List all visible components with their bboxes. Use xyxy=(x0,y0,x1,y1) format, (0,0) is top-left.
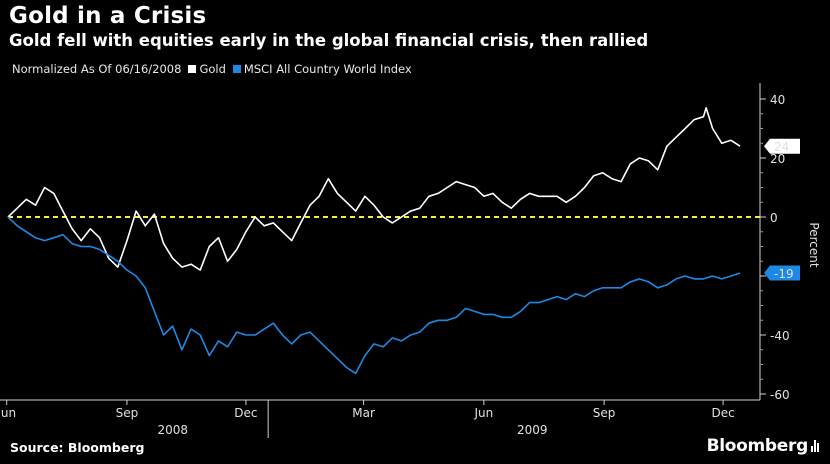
brand-logo: Bloomberg xyxy=(707,436,820,456)
chart-subtitle: Gold fell with equities early in the glo… xyxy=(9,31,649,50)
msci-series-line xyxy=(7,216,741,375)
legend-swatch-msci xyxy=(232,65,241,73)
year-label: 2008 xyxy=(157,423,188,437)
legend-label-msci: MSCI All Country World Index xyxy=(243,62,412,76)
gold-end-label: 24 xyxy=(774,140,789,154)
year-label: 2009 xyxy=(517,423,548,437)
chart-title: Gold in a Crisis xyxy=(9,3,207,29)
legend-normalization-note: Normalized As Of 06/16/2008 xyxy=(12,62,182,76)
legend: Normalized As Of 06/16/2008 Gold MSCI Al… xyxy=(12,60,412,78)
x-tick-label: Dec xyxy=(711,406,734,420)
gold-series-line xyxy=(7,107,741,271)
y-tick-label: -40 xyxy=(770,329,790,343)
x-tick-label: Mar xyxy=(352,406,375,420)
x-tick-label: Dec xyxy=(234,406,257,420)
msci-end-label: -19 xyxy=(774,267,794,281)
x-tick-label: Sep xyxy=(593,406,616,420)
legend-label-gold: Gold xyxy=(199,62,226,76)
y-tick-label: 40 xyxy=(770,93,785,107)
msci-end-label-tag xyxy=(764,265,800,281)
gold-end-label-tag xyxy=(764,138,800,154)
brand-wordmark: Bloomberg xyxy=(706,436,809,456)
x-tick-label: Jun xyxy=(473,406,493,420)
y-tick-label: 0 xyxy=(770,211,778,225)
legend-swatch-gold xyxy=(188,65,197,73)
x-tick-label: Jun xyxy=(0,406,16,420)
y-axis-title: Percent xyxy=(807,222,821,267)
source-note: Source: Bloomberg xyxy=(10,440,145,455)
y-tick-label: -60 xyxy=(770,388,790,402)
bar-chart-icon xyxy=(811,440,820,452)
x-tick-label: Sep xyxy=(116,406,139,420)
y-tick-label: 20 xyxy=(770,152,785,166)
